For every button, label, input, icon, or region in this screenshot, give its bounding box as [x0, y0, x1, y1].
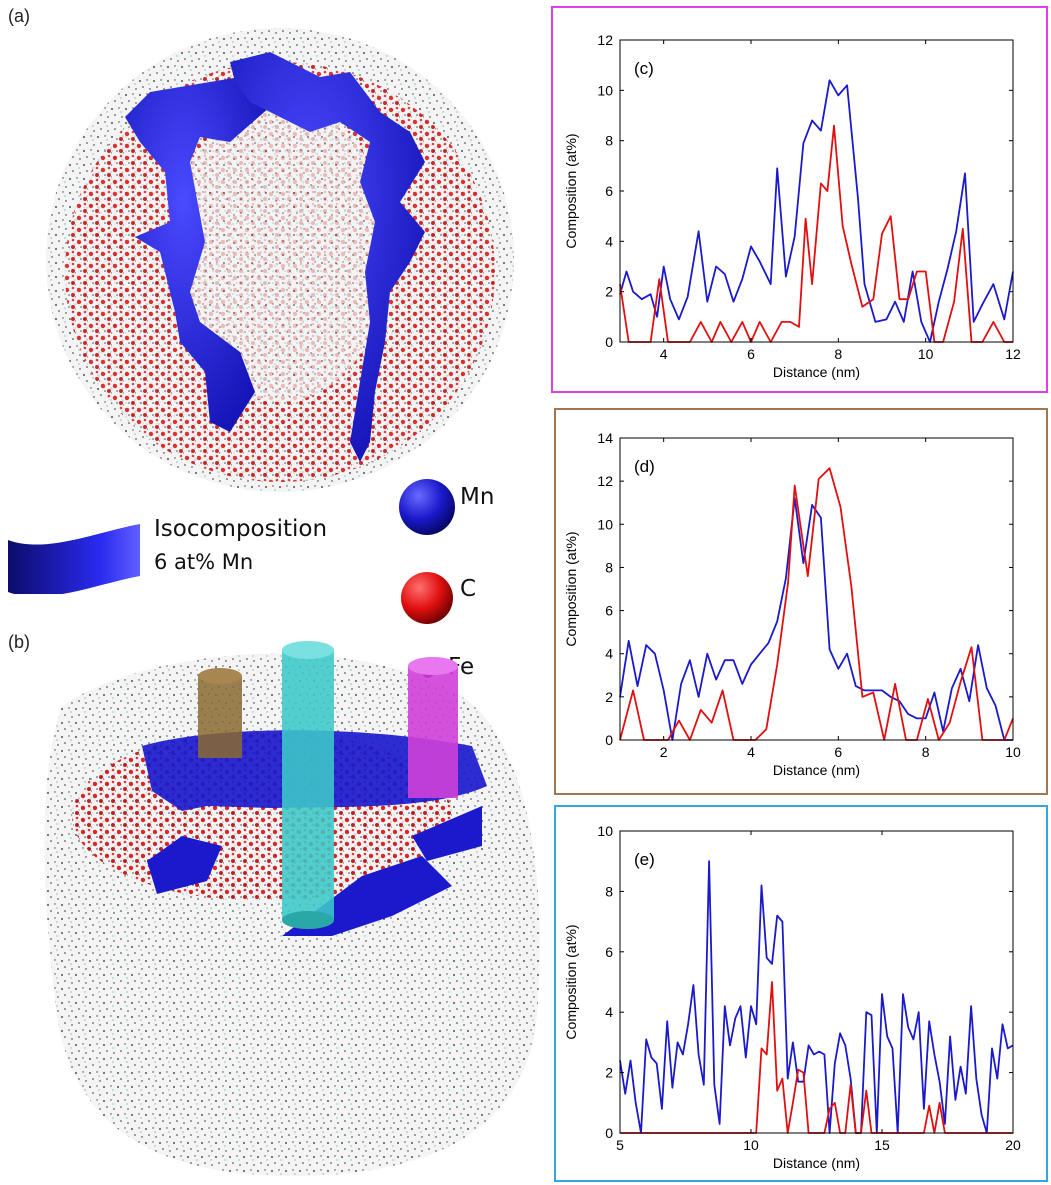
y-tick-label-e: 10 — [597, 823, 613, 839]
mn-sphere-icon — [399, 479, 455, 535]
panel-label-c: (c) — [634, 59, 654, 78]
y-tick-label-d: 14 — [597, 430, 613, 446]
mn-ring-left — [147, 836, 222, 894]
atom-map-render-a — [46, 28, 514, 492]
chart-frame-c: 4 6 8 10 12 0 2 4 6 8 10 12 Distance (nm) Composition… — [551, 6, 1048, 393]
cylinder-d-brown — [198, 668, 242, 758]
y-tick-label-c: 8 — [605, 133, 613, 149]
legend-isocomposition-label: Isocomposition — [154, 516, 328, 542]
y-tick-label-e: 8 — [605, 883, 613, 899]
x-tick-label-e: 20 — [1005, 1137, 1021, 1153]
plot-area-d — [619, 437, 1014, 741]
atom-map-render-b — [44, 641, 540, 1176]
y-tick-label-c: 10 — [597, 82, 613, 98]
series-line-c-0 — [619, 79, 1014, 343]
y-tick-label-e: 2 — [605, 1065, 613, 1081]
x-tick-label-c: 4 — [660, 346, 668, 362]
y-axis-label-e: Composition (at%) — [563, 924, 579, 1039]
y-tick-label-e: 6 — [605, 944, 613, 960]
series-line-c-1 — [619, 124, 1013, 343]
y-tick-label-d: 8 — [605, 559, 613, 575]
series-line-d-0 — [619, 497, 1013, 741]
y-tick-label-d: 4 — [605, 646, 613, 662]
x-tick-label-d: 4 — [747, 744, 755, 760]
cylinder-c-magenta — [408, 657, 458, 798]
x-tick-label-e: 5 — [616, 1137, 624, 1153]
cylinder-e-cyan — [282, 641, 334, 929]
x-tick-label-d: 8 — [922, 744, 930, 760]
chart-frame-e: 5 10 15 20 0 2 4 6 8 10 Distance (nm) Composition (… — [554, 805, 1048, 1182]
x-axis-label-d: Distance (nm) — [773, 762, 860, 778]
panel-label-a: (a) — [8, 6, 30, 26]
y-tick-label-c: 12 — [597, 32, 613, 48]
x-tick-label-c: 10 — [918, 346, 934, 362]
legend-c-label: C — [460, 576, 477, 602]
plot-area-e — [619, 830, 1014, 1134]
y-tick-label-d: 0 — [605, 732, 613, 748]
y-tick-label-e: 4 — [605, 1004, 613, 1020]
c-sphere-icon — [401, 572, 453, 624]
central-matrix-region — [170, 102, 390, 402]
y-tick-label-c: 6 — [605, 183, 613, 199]
x-tick-label-c: 12 — [1005, 346, 1021, 362]
y-axis-label-d: Composition (at%) — [563, 531, 579, 646]
x-axis-label-e: Distance (nm) — [773, 1155, 860, 1171]
legend-mn-label: Mn — [460, 484, 495, 510]
x-tick-label-d: 6 — [834, 744, 842, 760]
mn-isosurface-right — [230, 52, 425, 462]
y-tick-label-d: 12 — [597, 473, 613, 489]
x-tick-label-d: 2 — [660, 744, 668, 760]
y-tick-label-c: 2 — [605, 284, 613, 300]
x-tick-label-e: 10 — [743, 1137, 759, 1153]
y-tick-label-c: 4 — [605, 233, 613, 249]
mn-ring-right — [412, 806, 482, 861]
panel-label-b: (b) — [8, 632, 30, 652]
y-tick-label-d: 2 — [605, 689, 613, 705]
x-tick-label-d: 10 — [1005, 744, 1021, 760]
panel-label-e: (e) — [634, 850, 655, 869]
x-tick-label-c: 8 — [834, 346, 842, 362]
series-line-e-0 — [619, 860, 1014, 1134]
y-tick-label-e: 0 — [605, 1125, 613, 1141]
y-tick-label-c: 0 — [605, 334, 613, 350]
line-chart-d: 2 4 6 8 10 0 2 4 6 8 10 12 14 Distance (nm) Compositio… — [563, 430, 1021, 778]
line-chart-e: 5 10 15 20 0 2 4 6 8 10 Distance (nm) Composition (… — [563, 823, 1021, 1171]
line-chart-c: 4 6 8 10 12 0 2 4 6 8 10 12 Distance (nm) Composition… — [563, 32, 1021, 380]
isocomposition-surface-icon — [8, 524, 140, 594]
x-axis-label-c: Distance (nm) — [773, 364, 860, 380]
y-tick-label-d: 6 — [605, 603, 613, 619]
legend-isocomposition-value: 6 at% Mn — [154, 550, 254, 574]
mn-isosurface-left — [125, 77, 270, 432]
x-tick-label-e: 15 — [874, 1137, 890, 1153]
series-line-e-1 — [620, 981, 1013, 1134]
y-tick-label-d: 10 — [597, 516, 613, 532]
y-axis-label-c: Composition (at%) — [563, 133, 579, 248]
chart-frame-d: 2 4 6 8 10 0 2 4 6 8 10 12 14 Distance (nm) Compositio… — [554, 408, 1048, 795]
x-tick-label-c: 6 — [747, 346, 755, 362]
panel-label-d: (d) — [634, 457, 655, 476]
